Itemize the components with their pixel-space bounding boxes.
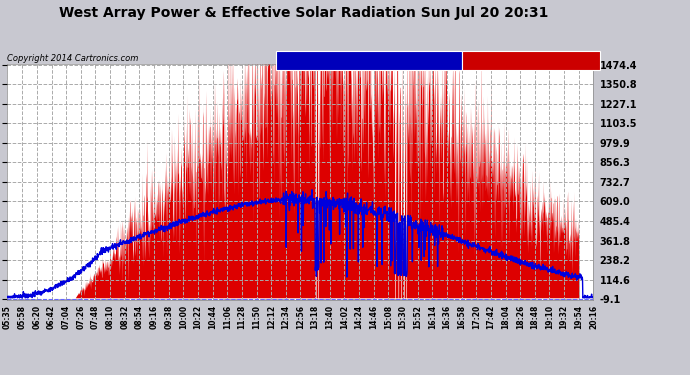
Text: Radiation (Effective w/m2): Radiation (Effective w/m2) — [302, 56, 437, 65]
Text: West Array (DC Watts): West Array (DC Watts) — [474, 56, 589, 65]
Text: Copyright 2014 Cartronics.com: Copyright 2014 Cartronics.com — [7, 54, 138, 63]
Text: West Array Power & Effective Solar Radiation Sun Jul 20 20:31: West Array Power & Effective Solar Radia… — [59, 6, 549, 20]
